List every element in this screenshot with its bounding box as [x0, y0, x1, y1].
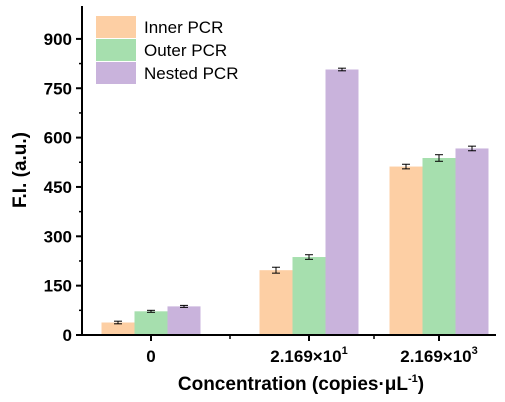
y-axis-title: F.I. (a.u.): [10, 132, 31, 208]
y-tick-label-600: 600: [44, 129, 72, 148]
legend-item-inner-pcr: Inner PCR: [96, 16, 223, 38]
x-tick-label-0: 0: [146, 347, 155, 366]
legend-label: Outer PCR: [144, 41, 227, 60]
x-tick-label-1: 2.169×101: [270, 345, 348, 366]
y-tick-label-450: 450: [44, 178, 72, 197]
error-bar-inner-pcr-2: [402, 163, 410, 170]
bar-inner-pcr-1: [259, 270, 293, 335]
axes-layer: 0 150 300 450 600 750 900 0 2.169×101 2.169×103: [44, 6, 496, 366]
error-bar-inner-pcr-0: [114, 320, 122, 325]
bar-inner-pcr-0: [101, 322, 135, 335]
bars-layer: [101, 69, 489, 335]
legend-swatch: [96, 62, 136, 84]
x-tick-label-2: 2.169×103: [400, 345, 478, 366]
y-tick-label-750: 750: [44, 79, 72, 98]
bar-outer-pcr-1: [292, 257, 326, 335]
bar-inner-pcr-2: [389, 166, 423, 335]
y-tick-label-0: 0: [63, 326, 72, 345]
legend-item-nested-pcr: Nested PCR: [96, 62, 238, 84]
y-tick-label-900: 900: [44, 30, 72, 49]
y-tick-label-150: 150: [44, 277, 72, 296]
error-bar-nested-pcr-2: [468, 145, 476, 152]
bar-outer-pcr-0: [134, 311, 168, 335]
x-axis-title: Concentration (copies·μL-1): [178, 373, 424, 395]
error-bar-outer-pcr-2: [435, 154, 443, 162]
error-bars-layer: [114, 67, 476, 325]
error-bar-outer-pcr-1: [305, 254, 313, 260]
legend-swatch: [96, 16, 136, 38]
legend-swatch: [96, 39, 136, 61]
bar-nested-pcr-2: [455, 148, 489, 335]
legend-label: Inner PCR: [144, 18, 223, 37]
error-bar-outer-pcr-0: [147, 309, 155, 313]
bar-outer-pcr-2: [422, 157, 456, 335]
bar-nested-pcr-1: [325, 69, 359, 335]
bar-nested-pcr-0: [167, 306, 201, 335]
error-bar-inner-pcr-1: [272, 266, 280, 274]
error-bar-nested-pcr-0: [180, 304, 188, 308]
legend: Inner PCR Outer PCR Nested PCR: [96, 16, 238, 84]
legend-label: Nested PCR: [144, 64, 238, 83]
legend-item-outer-pcr: Outer PCR: [96, 39, 227, 61]
y-tick-label-300: 300: [44, 227, 72, 246]
error-bar-nested-pcr-1: [338, 67, 346, 72]
